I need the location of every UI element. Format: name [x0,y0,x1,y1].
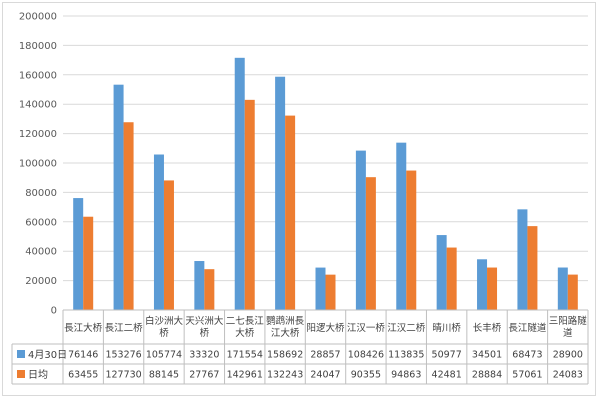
y-tick-label: 200000 [19,12,57,23]
bar-daily-avg [163,180,174,310]
data-value: 142961 [227,370,263,381]
legend-swatch [17,350,25,358]
bar-daily-avg [325,274,336,310]
y-tick-label: 40000 [25,247,57,258]
bar-april30 [234,57,245,311]
data-value: 27767 [189,370,219,381]
category-label: 长丰桥 [473,322,502,334]
data-table: 長江大桥 長江二桥白沙洲大桥天兴洲大桥二七長江大桥鹦鹉洲長江大桥 阳逻大桥 江汉一桥江… [11,309,589,385]
bar-daily-avg [365,177,376,310]
y-tick-label: 140000 [19,100,57,111]
bar-april30 [275,76,286,310]
y-tick-label: 80000 [25,188,57,199]
data-value: 50977 [432,350,462,361]
data-value: 127730 [105,370,141,381]
y-tick-label: 160000 [19,70,57,81]
data-value: 158692 [267,350,303,361]
data-value: 88145 [149,370,179,381]
bar-daily-avg [527,226,538,310]
y-tick-label: 100000 [19,159,57,170]
gridlines [63,15,588,282]
data-value: 24047 [310,370,340,381]
data-value: 68473 [512,350,542,361]
data-value: 63455 [68,370,98,381]
legend-label: 日均 [28,369,48,381]
y-tick-label: 180000 [19,41,57,52]
bar-daily-avg [244,99,255,311]
bar-daily-avg [567,274,578,310]
data-value: 113835 [388,350,424,361]
y-tick-label: 120000 [19,129,57,140]
data-value: 171554 [227,350,263,361]
bar-april30 [153,154,164,310]
y-tick-label: 20000 [25,276,57,287]
bar-april30 [355,150,366,310]
bar-daily-avg [406,170,417,310]
data-value: 42481 [432,370,462,381]
bar-daily-avg [487,267,498,310]
bar-april30 [396,142,407,310]
bar-daily-avg [446,247,457,310]
y-tick-label: 0 [51,306,57,317]
bar-april30 [557,267,568,310]
data-value: 24083 [553,370,583,381]
data-value: 108426 [348,350,384,361]
bar-april30 [517,209,528,310]
data-value: 28900 [553,350,583,361]
category-label: 晴川桥 [432,322,461,334]
data-value: 153276 [105,350,141,361]
category-label: 天兴洲大桥 [185,315,224,339]
y-tick-label: 60000 [25,217,57,228]
bars [73,57,578,311]
bar-daily-avg [83,216,94,310]
category-label: 三阳路隧道 [549,315,588,339]
bar-april30 [113,84,124,310]
category-label: 二七長江大桥 [226,316,265,339]
category-label: 鹦鹉洲長江大桥 [266,315,305,339]
data-value: 28884 [472,370,502,381]
data-value: 28857 [310,350,340,361]
y-axis-tick-labels: 0 20000 40000 60000 80000 100000 120000 140000 1… [19,12,57,317]
bar-daily-avg [123,122,134,310]
category-label: 長江大桥 [64,322,103,334]
bar-daily-avg [285,115,296,311]
data-value: 76146 [68,350,98,361]
category-label: 長江隧道 [508,322,547,334]
category-label: 白沙洲大桥 [145,315,184,339]
data-value: 57061 [512,370,542,381]
data-value: 33320 [189,350,219,361]
category-label: 長江二桥 [105,322,144,334]
bar-april30 [315,267,326,310]
category-label: 阳逻大桥 [306,322,345,334]
data-value: 94863 [391,370,421,381]
bar-april30 [194,261,205,310]
data-value: 34501 [472,350,502,361]
legend-label: 4月30日 [28,349,67,361]
category-label: 江汉二桥 [387,322,426,334]
bar-daily-avg [204,269,215,310]
data-value: 90355 [351,370,381,381]
bar-april30 [436,235,447,310]
category-label: 江汉一桥 [347,322,386,334]
data-value: 105774 [146,350,182,361]
data-value: 132243 [267,370,303,381]
legend-swatch [17,370,25,378]
bar-april30 [477,259,488,310]
bar-april30 [73,198,84,310]
